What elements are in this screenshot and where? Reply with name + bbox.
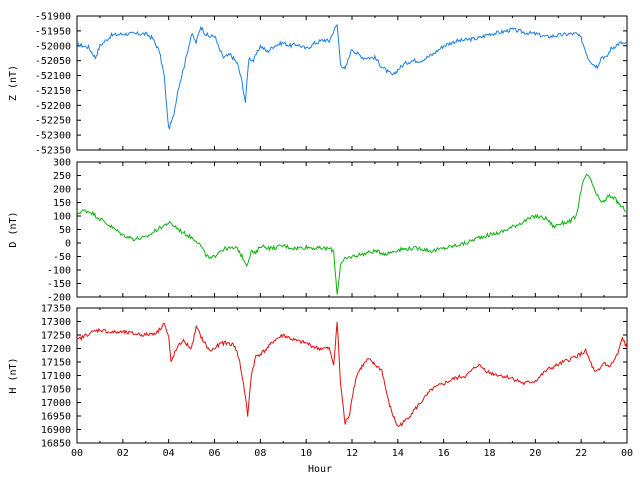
panel-d-ylabel: D (nT): [8, 211, 19, 247]
panel-z-ytick-label: -52350: [35, 146, 71, 157]
panel-h-ytick-label: 17300: [41, 317, 71, 328]
x-tick-label: 16: [438, 448, 450, 459]
x-tick-label: 06: [208, 448, 220, 459]
panel-z-series-line: [76, 23, 628, 131]
x-tick-label: 08: [254, 448, 266, 459]
panel-d-ytick-label: 0: [65, 239, 71, 250]
panel-z-ytick-label: -52000: [35, 41, 71, 52]
panel-z-ytick-label: -51950: [35, 26, 71, 37]
panel-h-ytick-label: 17350: [41, 304, 71, 315]
panel-z-ytick-label: -52200: [35, 101, 71, 112]
panel-h-ytick-label: 16900: [41, 425, 71, 436]
x-axis-label: Hour: [308, 464, 332, 475]
panel-d-ytick-label: -50: [53, 252, 71, 263]
panel-d-frame: [76, 161, 628, 298]
panel-h-ytick-label: 17000: [41, 398, 71, 409]
x-tick-label: 14: [392, 448, 404, 459]
panel-d-ytick-label: -150: [47, 279, 71, 290]
x-tick-label: 22: [575, 448, 587, 459]
panel-h-ytick-label: 17150: [41, 358, 71, 369]
x-tick-label: 00: [621, 448, 633, 459]
x-tick-label: 20: [529, 448, 541, 459]
panel-d-ytick-label: 150: [53, 198, 71, 209]
x-tick-label: 10: [300, 448, 312, 459]
panel-h-ytick-label: 17100: [41, 371, 71, 382]
panel-h-ytick-label: 17050: [41, 385, 71, 396]
panel-d-series-line: [76, 173, 628, 295]
panel-h-ytick-label: 16850: [41, 439, 71, 450]
x-tick-label: 12: [346, 448, 358, 459]
panel-d-ytick-label: 300: [53, 158, 71, 169]
panel-z-ytick-label: -52300: [35, 131, 71, 142]
x-tick-label: 18: [483, 448, 495, 459]
panel-h-series-line: [76, 321, 628, 427]
panel-z-ylabel: Z (nT): [8, 65, 19, 101]
panel-z-ytick-label: -52050: [35, 56, 71, 67]
panel-h-ytick-label: 17250: [41, 331, 71, 342]
panel-d-ytick-label: 50: [59, 225, 71, 236]
panel-z-ytick-label: -52250: [35, 116, 71, 127]
panel-z-ytick-label: -51900: [35, 12, 71, 23]
panel-h-ytick-label: 17200: [41, 344, 71, 355]
panel-d-ytick-label: 250: [53, 171, 71, 182]
panel-z-ytick-label: -52100: [35, 71, 71, 82]
panel-z-ytick-label: -52150: [35, 86, 71, 97]
x-tick-label: 04: [163, 448, 175, 459]
panel-d-ytick-label: 200: [53, 185, 71, 196]
x-tick-label: 02: [117, 448, 129, 459]
x-tick-label: 00: [71, 448, 83, 459]
panel-h-ylabel: H (nT): [8, 357, 19, 393]
panel-d-ytick-label: -100: [47, 266, 71, 277]
panel-d-ytick-label: -200: [47, 293, 71, 304]
panel-h-ytick-label: 16950: [41, 412, 71, 423]
panel-d-ytick-label: 100: [53, 212, 71, 223]
